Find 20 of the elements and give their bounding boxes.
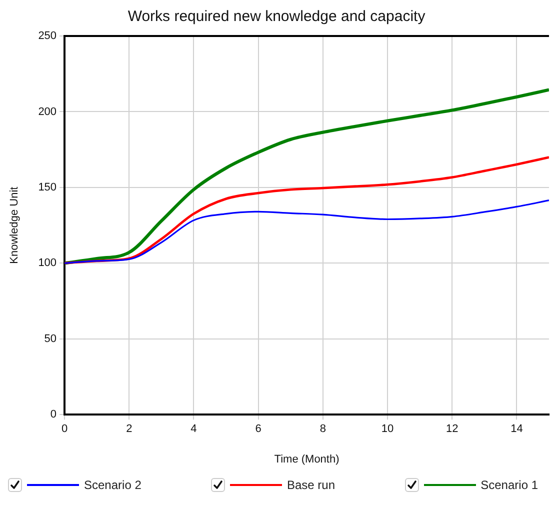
- x-tick-label: 2: [126, 423, 132, 436]
- x-tick-label: 12: [446, 423, 458, 436]
- legend-label: Base run: [286, 478, 336, 492]
- x-tick-label: 8: [320, 423, 326, 436]
- x-tick-label: 4: [190, 423, 197, 436]
- y-tick-label: 100: [38, 257, 57, 270]
- y-tick-label: 0: [50, 408, 57, 421]
- legend-label: Scenario 1: [480, 478, 538, 492]
- x-tick-label: 0: [61, 423, 68, 436]
- y-axis-title: Knowledge Unit: [8, 186, 21, 264]
- y-tick-label: 250: [38, 30, 57, 42]
- y-tick-label: 200: [38, 106, 57, 118]
- chart-title: Works required new knowledge and capacity: [128, 8, 426, 26]
- legend-label: Scenario 2: [84, 478, 142, 492]
- x-tick-label: 14: [510, 423, 523, 436]
- y-tick-label: 150: [38, 181, 57, 194]
- x-tick-label: 10: [381, 423, 394, 436]
- x-tick-label: 6: [255, 423, 262, 436]
- x-axis-title: Time (Month): [274, 453, 340, 466]
- y-tick-label: 50: [44, 332, 57, 345]
